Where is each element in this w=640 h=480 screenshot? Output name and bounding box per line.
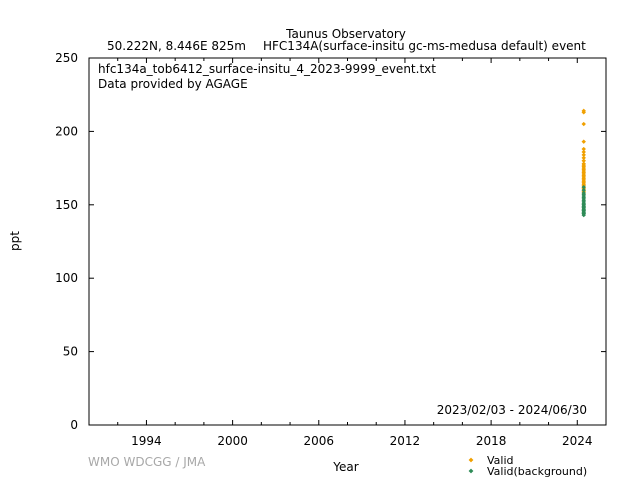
x-tick-label: 2018 xyxy=(476,434,507,448)
legend-marker-valid xyxy=(468,457,474,463)
x-axis-label: Year xyxy=(332,460,358,474)
plot-frame xyxy=(88,57,607,426)
point-valid xyxy=(581,139,586,144)
y-tick-label: 50 xyxy=(63,345,78,359)
legend-diamond-valid xyxy=(468,457,474,463)
legend-label-valid: Valid xyxy=(487,454,514,467)
legend-label-valid-background: Valid(background) xyxy=(487,465,587,478)
provider-label: Data provided by AGAGE xyxy=(98,77,248,91)
y-axis-label: ppt xyxy=(8,231,22,251)
point-valid xyxy=(581,158,586,163)
date-range-label: 2023/02/03 - 2024/06/30 xyxy=(437,403,587,417)
y-tick-label: 250 xyxy=(55,51,78,65)
x-tick-label: 2000 xyxy=(217,434,248,448)
file-label: hfc134a_tob6412_surface-insitu_4_2023-99… xyxy=(98,62,436,76)
point-valid-background xyxy=(581,184,586,190)
y-tick-label: 150 xyxy=(55,198,78,212)
x-tick-label: 2024 xyxy=(562,434,593,448)
axes: 0 50 100 150 200 250 1994 2000 2006 2012 2018 2024 xyxy=(55,51,607,448)
y-tick-label: 100 xyxy=(55,271,78,285)
data-marks xyxy=(581,108,586,218)
watermark: WMO WDCGG / JMA xyxy=(88,455,206,469)
point-valid xyxy=(581,110,586,115)
station-location: 50.222N, 8.446E 825m xyxy=(107,39,246,53)
point-valid xyxy=(581,146,586,152)
y-tick-label: 0 xyxy=(70,418,78,432)
x-tick-label: 1994 xyxy=(131,434,162,448)
point-valid xyxy=(581,152,586,158)
station-title: Taunus Observatory xyxy=(285,27,406,41)
point-valid xyxy=(581,155,586,161)
legend-marker-valid-background xyxy=(468,468,474,474)
y-tick-label: 200 xyxy=(55,124,78,138)
x-tick-label: 2006 xyxy=(304,434,335,448)
dataset-title: HFC134A(surface-insitu gc-ms-medusa defa… xyxy=(263,39,586,53)
legend-diamond-valid-background xyxy=(468,468,474,474)
point-valid-background xyxy=(581,187,586,193)
legend: Valid Valid(background) xyxy=(468,454,587,478)
point-valid xyxy=(581,121,586,127)
x-tick-label: 2012 xyxy=(390,434,421,448)
point-valid-background xyxy=(581,212,586,218)
point-valid xyxy=(581,149,586,155)
